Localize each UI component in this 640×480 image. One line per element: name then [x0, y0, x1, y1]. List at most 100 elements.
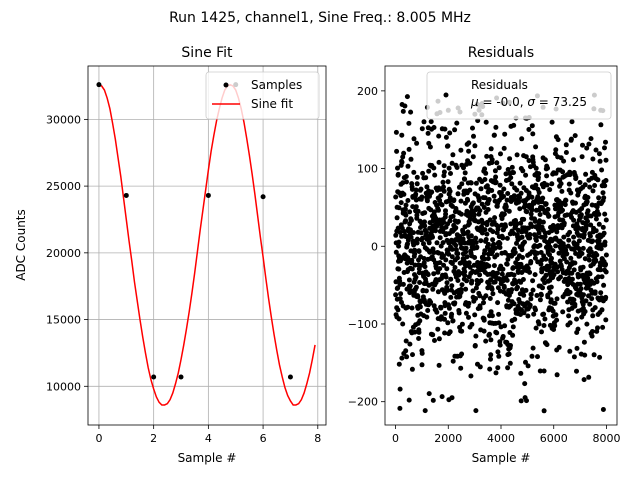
residual-point — [592, 183, 598, 188]
residual-point — [561, 234, 567, 240]
residual-point — [454, 165, 460, 170]
residual-point — [453, 242, 459, 248]
residual-point — [488, 309, 494, 315]
residuals-x-tick-label: 0 — [392, 432, 399, 445]
residual-point — [502, 323, 508, 329]
residual-point — [519, 136, 525, 142]
residual-point — [501, 194, 507, 199]
residual-point — [402, 206, 408, 212]
residual-point — [489, 188, 495, 193]
residual-point — [495, 300, 501, 306]
residual-point — [469, 321, 475, 327]
residual-point — [523, 287, 529, 293]
residual-point — [572, 260, 578, 266]
residual-point — [568, 255, 574, 261]
residual-point — [473, 285, 479, 291]
residual-point — [593, 147, 599, 153]
residual-point — [553, 312, 559, 318]
residual-point — [464, 278, 470, 284]
residual-point — [492, 168, 498, 174]
residual-point — [425, 272, 431, 278]
residual-point — [534, 234, 540, 240]
residual-point — [446, 251, 452, 257]
residual-point — [495, 365, 501, 371]
residual-point — [530, 278, 536, 284]
residual-point — [496, 165, 502, 171]
residual-point — [414, 181, 420, 187]
residual-point — [450, 318, 456, 324]
residual-point — [478, 278, 484, 284]
residual-point — [413, 274, 419, 280]
residual-point — [414, 212, 420, 218]
residual-point — [558, 274, 563, 280]
residuals-y-tick-label: 200 — [357, 85, 378, 98]
residual-point — [409, 266, 415, 272]
residual-point — [525, 313, 531, 319]
residual-point — [524, 209, 530, 215]
residual-point — [479, 230, 485, 236]
sample-point — [178, 374, 184, 380]
residual-point — [592, 305, 598, 311]
residual-point — [537, 297, 543, 303]
residual-point — [406, 146, 412, 152]
residual-point — [579, 251, 585, 256]
residual-point — [458, 147, 464, 153]
residual-point — [517, 206, 523, 212]
residual-point — [472, 255, 478, 260]
residual-point — [571, 354, 577, 360]
residuals-x-tick-label: 2000 — [434, 432, 462, 445]
legend-residuals-marker — [443, 92, 449, 98]
residual-point — [509, 287, 515, 293]
residual-point — [400, 108, 406, 114]
residual-point — [467, 264, 473, 270]
sine-fit-y-tick-label: 30000 — [46, 113, 81, 126]
residual-point — [497, 182, 503, 188]
residual-point — [594, 204, 600, 210]
residual-point — [490, 291, 496, 297]
residual-point — [482, 227, 488, 233]
residual-point — [414, 140, 420, 146]
residual-point — [505, 365, 511, 371]
residual-point — [566, 181, 572, 187]
residual-point — [477, 208, 483, 214]
residual-point — [484, 153, 490, 159]
residual-point — [524, 398, 529, 404]
residual-point — [410, 204, 416, 210]
residual-point — [548, 297, 554, 303]
residuals-ticks: 0 2000 4000 6000 8000 −200 −100 0 100 200 — [348, 85, 621, 445]
residual-point — [567, 229, 573, 235]
residual-point — [403, 202, 409, 208]
residual-point — [477, 272, 483, 278]
residual-point — [439, 202, 445, 208]
residual-point — [432, 338, 437, 343]
residual-point — [426, 391, 432, 397]
residual-point — [595, 325, 600, 331]
residual-point — [482, 195, 488, 201]
residual-point — [515, 284, 520, 290]
sine-fit-x-tick-label: 4 — [205, 432, 212, 445]
residual-point — [438, 193, 444, 198]
residual-point — [492, 279, 498, 285]
residual-point — [432, 172, 438, 178]
residual-point — [416, 336, 422, 341]
residual-point — [459, 351, 465, 357]
residual-point — [569, 276, 575, 282]
residual-point — [590, 156, 596, 162]
residual-point — [408, 109, 414, 115]
residual-point — [455, 278, 461, 283]
residual-point — [409, 257, 415, 263]
residual-point — [434, 309, 440, 315]
residual-point — [418, 263, 424, 268]
residual-point — [485, 207, 491, 212]
residual-point — [426, 240, 432, 246]
residual-point — [466, 300, 472, 306]
residual-point — [581, 292, 586, 298]
sine-fit-panel: Sine Fit 0 2 4 6 81000015000200002500030000 … — [14, 45, 327, 465]
residual-point — [504, 197, 510, 203]
residual-point — [436, 362, 442, 368]
residual-point — [454, 120, 460, 126]
residual-point — [466, 221, 472, 227]
residual-point — [593, 257, 599, 263]
residual-point — [466, 140, 472, 146]
residual-point — [503, 171, 509, 177]
